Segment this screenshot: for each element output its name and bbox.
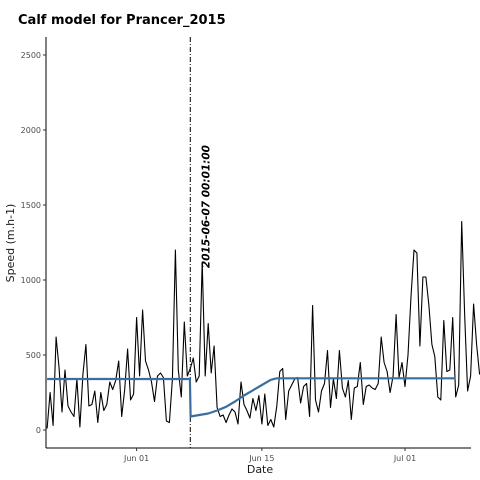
y-tick-label: 500 <box>26 351 41 360</box>
x-axis: Jun 01 Jun 15 Jul 01 <box>46 447 471 463</box>
y-tick-label: 2000 <box>21 126 41 135</box>
y-tick-label: 1500 <box>21 201 41 210</box>
breakpoint-label: 2015-06-07 00:01:00 <box>200 145 212 268</box>
model-line <box>47 377 456 418</box>
breakpoint-group: 2015-06-07 00:01:00 <box>189 37 212 448</box>
chart-title: Calf model for Prancer_2015 <box>18 13 226 28</box>
observed-series <box>46 220 480 429</box>
x-tick-label: Jul 01 <box>393 454 416 463</box>
observed-line <box>46 220 480 429</box>
y-tick-label: 2500 <box>21 51 41 60</box>
y-axis: 0 500 1000 1500 2000 2500 <box>21 37 47 448</box>
model-series <box>47 377 456 418</box>
x-axis-title: Date <box>247 463 274 476</box>
y-tick-label: 0 <box>36 426 41 435</box>
y-axis-title: Speed (m.h-1) <box>4 204 17 283</box>
y-tick-label: 1000 <box>21 276 41 285</box>
x-tick-label: Jun 15 <box>248 454 274 463</box>
x-tick-label: Jun 01 <box>123 454 149 463</box>
